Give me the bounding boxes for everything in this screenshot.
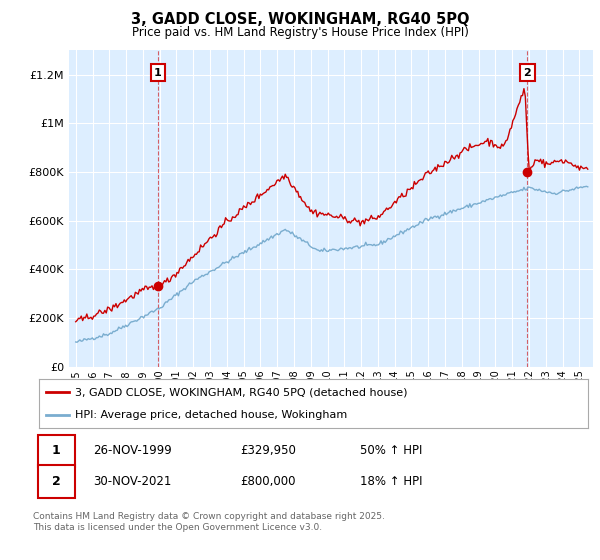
Text: 1: 1 bbox=[52, 444, 61, 458]
Text: 2: 2 bbox=[52, 475, 61, 488]
Text: Price paid vs. HM Land Registry's House Price Index (HPI): Price paid vs. HM Land Registry's House … bbox=[131, 26, 469, 39]
Text: 50% ↑ HPI: 50% ↑ HPI bbox=[360, 444, 422, 458]
Text: 3, GADD CLOSE, WOKINGHAM, RG40 5PQ: 3, GADD CLOSE, WOKINGHAM, RG40 5PQ bbox=[131, 12, 469, 27]
Text: 30-NOV-2021: 30-NOV-2021 bbox=[93, 475, 172, 488]
Text: HPI: Average price, detached house, Wokingham: HPI: Average price, detached house, Woki… bbox=[74, 410, 347, 420]
Text: £800,000: £800,000 bbox=[240, 475, 296, 488]
Text: 2: 2 bbox=[523, 68, 531, 77]
Text: £329,950: £329,950 bbox=[240, 444, 296, 458]
Text: 26-NOV-1999: 26-NOV-1999 bbox=[93, 444, 172, 458]
Text: Contains HM Land Registry data © Crown copyright and database right 2025.
This d: Contains HM Land Registry data © Crown c… bbox=[33, 512, 385, 532]
Text: 1: 1 bbox=[154, 68, 162, 77]
Text: 18% ↑ HPI: 18% ↑ HPI bbox=[360, 475, 422, 488]
Text: 3, GADD CLOSE, WOKINGHAM, RG40 5PQ (detached house): 3, GADD CLOSE, WOKINGHAM, RG40 5PQ (deta… bbox=[74, 388, 407, 398]
